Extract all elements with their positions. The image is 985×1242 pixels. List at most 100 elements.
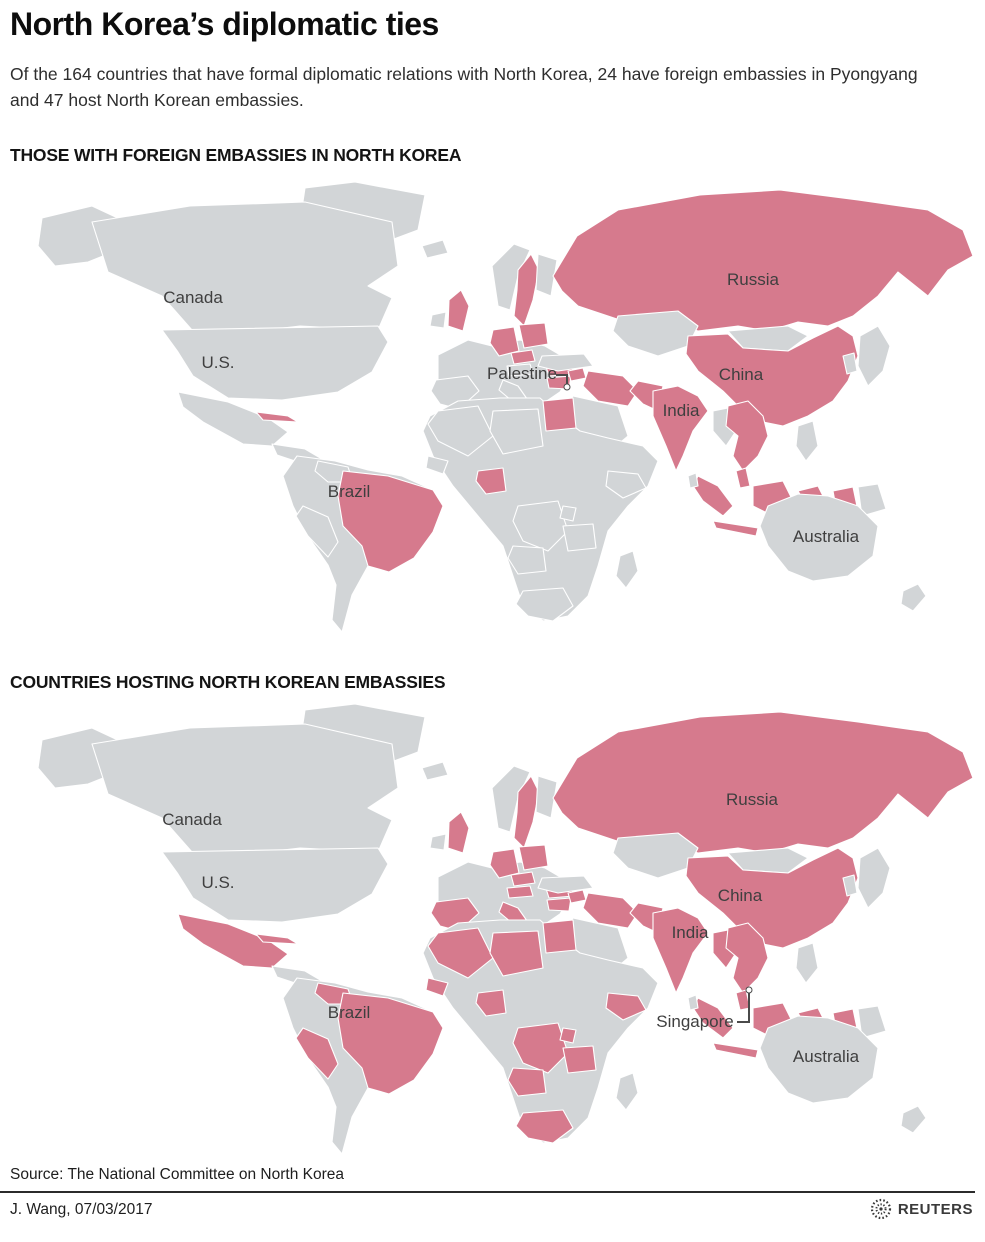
country-cuba xyxy=(255,411,299,423)
country-png xyxy=(857,483,887,517)
map-label-india: India xyxy=(662,401,700,420)
country-senegal xyxy=(425,455,449,475)
country-sweden xyxy=(513,775,540,849)
country-nz xyxy=(900,583,927,612)
country-southafrica xyxy=(515,587,574,622)
map-label-russia: Russia xyxy=(726,790,778,809)
country-senegal xyxy=(425,977,449,997)
country-srilanka xyxy=(687,472,699,489)
country-nigeria xyxy=(475,989,507,1017)
country-finland xyxy=(535,253,558,297)
footer-divider xyxy=(0,1191,975,1193)
country-poland xyxy=(518,322,549,349)
country-algeria xyxy=(427,405,494,457)
country-srilanka xyxy=(687,994,699,1011)
country-png xyxy=(857,1005,887,1039)
country-bulgaria xyxy=(546,897,572,912)
map-label-australia: Australia xyxy=(792,527,860,546)
callout-line-singapore xyxy=(748,993,750,1023)
country-nz xyxy=(900,1105,927,1134)
country-angola xyxy=(507,545,547,575)
subtitle-text: Of the 164 countries that have formal di… xyxy=(10,64,918,111)
country-us xyxy=(161,847,389,923)
map-label-china: China xyxy=(718,365,764,384)
byline-text: J. Wang, 07/03/2017 xyxy=(10,1201,153,1218)
country-us xyxy=(161,325,389,401)
country-czech xyxy=(510,871,536,887)
country-drcongo xyxy=(512,500,569,552)
map-label-russia: Russia xyxy=(727,270,779,289)
country-india xyxy=(652,907,709,994)
country-australia xyxy=(759,493,879,582)
country-tanzania xyxy=(562,1045,597,1074)
map-label-brazil: Brazil xyxy=(327,482,371,501)
country-iran xyxy=(582,370,639,407)
page-title: North Korea’s diplomatic ties xyxy=(10,6,439,42)
country-china xyxy=(685,325,859,427)
country-austria xyxy=(506,363,534,377)
callout-dot-palestine xyxy=(563,383,571,391)
country-philippines xyxy=(795,420,819,462)
country-syria xyxy=(567,367,587,382)
country-tanzania xyxy=(562,523,597,552)
country-indochina xyxy=(725,400,769,472)
country-philippines xyxy=(795,942,819,984)
country-mexico xyxy=(177,913,289,969)
map-countries-hosting-nk-embassies: Canada U.S. Russia China India Brazil Singapor… xyxy=(0,702,985,1157)
country-japan xyxy=(857,325,891,387)
country-mexico xyxy=(177,391,289,447)
country-germany xyxy=(489,326,520,357)
world-map xyxy=(37,181,974,633)
country-cuba xyxy=(255,933,299,945)
country-uganda xyxy=(559,1027,577,1044)
map-label-us: U.S. xyxy=(201,873,235,892)
country-canada xyxy=(91,201,399,337)
country-russia xyxy=(552,189,974,332)
country-turkey xyxy=(537,353,594,372)
country-russia xyxy=(552,711,974,854)
map-label-canada: Canada xyxy=(162,810,222,829)
country-uganda xyxy=(559,505,577,522)
country-finland xyxy=(535,775,558,819)
country-ireland xyxy=(429,311,447,329)
country-egypt xyxy=(542,397,577,432)
country-ethiopia xyxy=(605,992,647,1021)
map-label-india: India xyxy=(671,923,709,942)
country-canada xyxy=(91,723,399,859)
country-libya xyxy=(489,930,544,977)
country-peru xyxy=(295,1027,339,1080)
country-sumatra xyxy=(692,475,734,517)
country-angola xyxy=(507,1067,547,1097)
country-australia xyxy=(759,1015,879,1104)
map1-heading: THOSE WITH FOREIGN EMBASSIES IN NORTH KO… xyxy=(10,145,462,165)
country-egypt xyxy=(542,919,577,954)
country-indochina xyxy=(725,922,769,994)
map-label-palestine: Palestine xyxy=(487,364,557,383)
map-foreign-embassies-in-north-korea: Canada U.S. Palestine Russia China India Brazi… xyxy=(0,180,985,635)
map2-heading: COUNTRIES HOSTING NORTH KOREAN EMBASSIES xyxy=(10,672,446,692)
country-china xyxy=(685,847,859,949)
map-label-us: U.S. xyxy=(201,353,235,372)
callout-dot-singapore xyxy=(745,986,753,994)
country-peru xyxy=(295,505,339,558)
country-madagascar xyxy=(615,550,639,589)
callout-line-palestine xyxy=(566,374,568,384)
source-text: Source: The National Committee on North … xyxy=(10,1166,344,1183)
country-sweden xyxy=(513,253,540,327)
country-iceland xyxy=(421,761,449,781)
country-brazil xyxy=(337,992,444,1095)
map-label-singapore: Singapore xyxy=(656,1012,734,1031)
country-nigeria xyxy=(475,467,507,495)
country-poland xyxy=(518,844,549,871)
country-malaysia xyxy=(735,989,751,1011)
reuters-wordmark: REUTERS xyxy=(897,1200,973,1218)
reuters-brand: REUTERS xyxy=(870,1198,973,1220)
country-turkey xyxy=(537,875,594,894)
country-korea xyxy=(842,352,858,375)
map-label-canada: Canada xyxy=(163,288,223,307)
country-drcongo xyxy=(512,1022,569,1074)
country-germany xyxy=(489,848,520,879)
country-korea xyxy=(842,874,858,897)
country-kazakhstan xyxy=(612,310,699,357)
map-label-brazil: Brazil xyxy=(327,1003,371,1022)
